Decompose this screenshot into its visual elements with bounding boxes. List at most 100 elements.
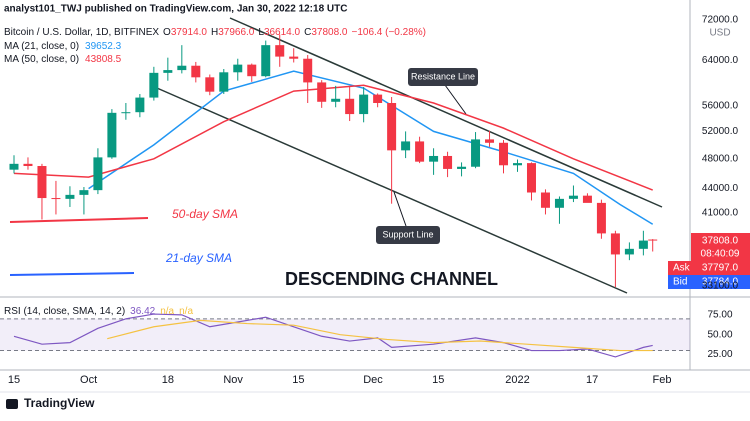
x-tick-label: 15 [432, 374, 444, 386]
candle-body [373, 94, 383, 103]
candle-body [610, 233, 620, 255]
legend-name: MA (50, close, 0) [4, 54, 79, 65]
line-series [88, 70, 654, 225]
candle-body [345, 98, 355, 115]
x-tick-label: Dec [363, 374, 383, 386]
candle-body [526, 163, 536, 193]
x-tick-label: Oct [80, 374, 97, 386]
bid-label: Bid [673, 277, 687, 288]
candle-body [135, 97, 145, 113]
support-label: Support Line [382, 229, 433, 239]
legend-value: n/a [179, 306, 193, 317]
candle-body [37, 166, 47, 199]
y-tick-label: 44000.0 [702, 183, 739, 194]
legend-ma: MA (50, close, 0) 43808.5 [4, 54, 122, 65]
candle-body [596, 202, 606, 234]
legend-ohlc: 37966.0 [218, 27, 255, 38]
countdown: 08:40:09 [701, 249, 740, 260]
sma50-marker-line [9, 217, 149, 223]
y-tick-label: 75.00 [707, 310, 732, 321]
candle-body [205, 77, 215, 92]
line-series [13, 313, 653, 358]
candle-body [191, 65, 201, 78]
candle-body [331, 98, 341, 102]
channel-label: DESCENDING CHANNEL [285, 269, 498, 289]
x-tick-label: 15 [8, 374, 20, 386]
sma50-label: 50-day SMA [172, 207, 238, 221]
currency: USD [709, 28, 730, 39]
y-tick-label: 25.00 [707, 349, 732, 360]
legend-symbol: Bitcoin / U.S. Dollar, 1D, BITFINEX [4, 27, 159, 38]
legend-ohlc: −106.4 (−0.28%) [351, 27, 426, 38]
x-tick-label: 2022 [505, 374, 529, 386]
candle-body [317, 82, 327, 102]
candle-body [485, 139, 495, 143]
candle-body [499, 142, 509, 166]
resistance-box [408, 68, 478, 86]
candle-body [387, 102, 397, 151]
candle-body [289, 56, 299, 59]
last-price: 37808.0 [702, 236, 739, 247]
resistance-label: Resistance Line [411, 71, 475, 81]
resistance-arrow [444, 84, 467, 115]
candle-body [9, 163, 19, 170]
ask-tag [668, 261, 750, 275]
legend-value: 39652.3 [85, 41, 122, 52]
candle-body [79, 190, 89, 195]
logo [6, 399, 18, 409]
candle-body [540, 192, 550, 208]
ask-label: Ask [673, 263, 691, 274]
candle-body [177, 65, 187, 71]
candle-body [93, 157, 103, 191]
y-tick-label: 56000.0 [702, 101, 739, 112]
legend-title: Bitcoin / U.S. Dollar, 1D, BITFINEX O3791… [4, 27, 426, 38]
y-tick-label: 72000.0 [702, 15, 739, 26]
candle-body [261, 45, 271, 77]
header: analyst101_TWJ published on TradingView.… [4, 4, 347, 15]
line-series [107, 319, 653, 352]
x-tick-label: Feb [653, 374, 672, 386]
legend-value: 43808.5 [85, 54, 122, 65]
candle-body [65, 194, 75, 199]
y-tick-label: 33100.0 [702, 281, 739, 292]
x-tick-label: Nov [223, 374, 243, 386]
legend-ohlc: L [258, 27, 264, 38]
ask-price: 37797.0 [702, 263, 739, 274]
line-series [13, 84, 653, 191]
candle-body [638, 240, 648, 249]
candle-body [219, 72, 229, 92]
candle-body [415, 141, 425, 162]
candle-body [23, 163, 33, 167]
candle-body [401, 141, 411, 151]
y-tick-label: 50.00 [707, 329, 732, 340]
legend-ma: MA (21, close, 0) 39652.3 [4, 41, 122, 52]
footer-brand: TradingView [24, 396, 95, 410]
candle-body [107, 112, 117, 158]
candle-body [554, 198, 564, 208]
candle-body [51, 198, 61, 200]
y-tick-label: 41000.0 [702, 207, 739, 218]
candle-body [275, 45, 285, 57]
sma21-label: 21-day SMA [165, 251, 232, 265]
candle-body [359, 94, 369, 115]
legend-name: MA (21, close, 0) [4, 41, 79, 52]
x-tick-label: 17 [586, 374, 598, 386]
candle-body [121, 112, 131, 114]
sma21-marker-line [9, 272, 135, 276]
candle-body [429, 155, 439, 162]
candle-body [247, 64, 257, 77]
y-tick-label: 48000.0 [702, 153, 739, 164]
candle-body [163, 70, 173, 73]
support-box [376, 226, 440, 244]
candle-body [303, 58, 313, 83]
candle-body [513, 163, 522, 166]
x-tick-label: 18 [162, 374, 174, 386]
bid-tag [668, 275, 750, 289]
y-tick-label: 52000.0 [702, 126, 739, 137]
candle-body [471, 139, 481, 167]
candle-body [149, 72, 159, 98]
last-price-tag [691, 233, 750, 261]
legend-ohlc: 37808.0 [311, 27, 348, 38]
candle-body [457, 166, 467, 169]
